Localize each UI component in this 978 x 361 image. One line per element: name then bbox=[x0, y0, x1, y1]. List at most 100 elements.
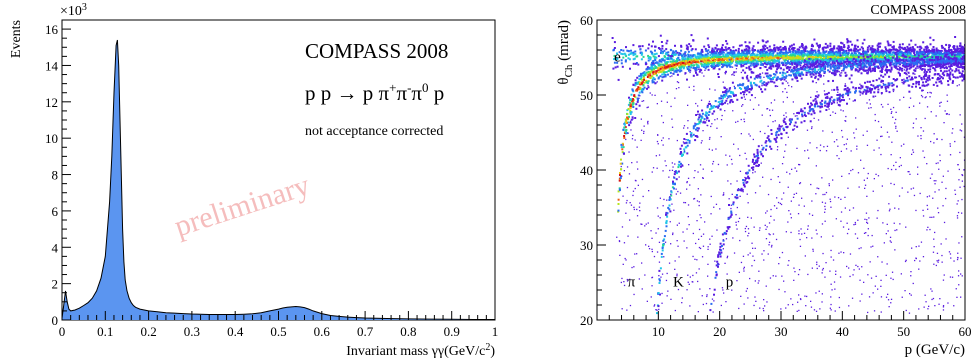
heatmap-cell bbox=[968, 55, 970, 57]
heatmap-cell bbox=[708, 119, 710, 122]
heatmap-cell bbox=[902, 58, 905, 61]
heatmap-cell bbox=[674, 70, 677, 73]
heatmap-cell bbox=[949, 49, 952, 52]
heatmap-cell bbox=[858, 51, 861, 54]
heatmap-cell bbox=[860, 72, 863, 75]
heatmap-cell bbox=[759, 57, 762, 60]
heatmap-cell bbox=[647, 72, 650, 75]
heatmap-cell bbox=[963, 66, 965, 68]
heatmap-cell bbox=[762, 45, 765, 48]
heatmap-cell bbox=[728, 51, 731, 54]
heatmap-cell bbox=[791, 62, 793, 65]
heatmap-cell bbox=[745, 57, 748, 60]
heatmap-cell bbox=[825, 46, 827, 49]
heatmap-cell bbox=[625, 46, 627, 49]
heatmap-cell bbox=[916, 65, 919, 68]
heatmap-cell bbox=[876, 55, 879, 58]
heatmap-cell bbox=[798, 48, 800, 51]
heatmap-cell bbox=[856, 60, 859, 63]
heatmap-cell bbox=[612, 67, 615, 70]
heatmap-cell bbox=[746, 87, 749, 90]
heatmap-cell bbox=[874, 60, 877, 63]
heatmap-cell bbox=[893, 62, 896, 65]
heatmap-cell bbox=[725, 48, 728, 51]
heatmap-cell bbox=[887, 53, 890, 56]
heatmap-cell bbox=[970, 64, 972, 66]
experiment-label: COMPASS 2008 bbox=[305, 39, 448, 63]
heatmap-cell bbox=[968, 66, 970, 68]
heatmap-cell bbox=[890, 57, 893, 59]
heatmap-cell bbox=[684, 51, 687, 54]
heatmap-cell bbox=[757, 75, 760, 78]
heatmap-cell bbox=[845, 51, 848, 54]
heatmap-cell bbox=[871, 67, 874, 70]
heatmap-cell bbox=[735, 55, 738, 58]
heatmap-cell bbox=[925, 58, 928, 61]
heatmap-cell bbox=[953, 60, 956, 63]
heatmap-cell bbox=[801, 46, 804, 49]
heatmap-cell bbox=[866, 46, 869, 49]
heatmap-cell bbox=[701, 64, 704, 67]
heatmap-cell bbox=[625, 119, 628, 122]
heatmap-cell bbox=[743, 62, 746, 65]
heatmap-cell bbox=[970, 70, 972, 72]
heatmap-cell bbox=[957, 57, 960, 60]
heatmap-cell bbox=[967, 63, 969, 65]
heatmap-cell bbox=[947, 57, 950, 60]
heatmap-cell bbox=[960, 57, 963, 60]
heatmap-cell bbox=[655, 74, 658, 77]
heatmap-cell bbox=[884, 50, 887, 53]
heatmap-cell bbox=[903, 72, 906, 74]
heatmap-cell bbox=[774, 49, 777, 52]
heatmap-cell bbox=[803, 107, 806, 110]
heatmap-cell bbox=[867, 54, 870, 57]
heatmap-cell bbox=[755, 84, 758, 87]
heatmap-cell bbox=[725, 70, 727, 73]
heatmap-cell bbox=[922, 53, 925, 56]
heatmap-cell bbox=[645, 62, 648, 65]
heatmap-cell bbox=[733, 54, 736, 57]
heatmap-cell bbox=[643, 72, 646, 75]
heatmap-cell bbox=[672, 50, 675, 53]
heatmap-cell bbox=[703, 64, 706, 67]
heatmap-cell bbox=[914, 56, 917, 59]
heatmap-cell bbox=[805, 53, 808, 56]
heatmap-cell bbox=[916, 63, 919, 66]
heatmap-cell bbox=[699, 57, 702, 60]
heatmap-cell bbox=[963, 55, 965, 58]
heatmap-cell bbox=[809, 63, 812, 66]
heatmap-cell bbox=[808, 52, 811, 55]
heatmap-cell bbox=[854, 62, 857, 65]
heatmap-cell bbox=[909, 59, 912, 62]
heatmap-cell bbox=[954, 76, 957, 79]
heatmap-cell bbox=[696, 135, 699, 138]
heatmap-cell bbox=[818, 52, 821, 55]
heatmap-cell bbox=[839, 74, 842, 77]
heatmap-cell bbox=[915, 61, 917, 64]
heatmap-cell bbox=[850, 64, 853, 66]
heatmap-cell bbox=[832, 72, 835, 75]
heatmap-cell bbox=[699, 52, 702, 55]
heatmap-cell bbox=[613, 61, 616, 64]
heatmap-cell bbox=[692, 54, 695, 57]
heatmap-cell bbox=[792, 43, 795, 46]
heatmap-cell bbox=[809, 73, 812, 76]
heatmap-cell bbox=[647, 67, 650, 70]
heatmap-cell bbox=[652, 67, 655, 70]
heatmap-cell bbox=[660, 60, 663, 63]
heatmap-cell bbox=[880, 71, 883, 73]
heatmap-cell bbox=[881, 61, 884, 64]
heatmap-cell bbox=[686, 144, 689, 147]
heatmap-cell bbox=[842, 46, 845, 49]
heatmap-cell bbox=[936, 63, 938, 66]
heatmap-cell bbox=[753, 53, 756, 56]
heatmap-cell bbox=[779, 77, 782, 80]
heatmap-cell bbox=[974, 56, 976, 58]
heatmap-cell bbox=[792, 57, 795, 60]
heatmap-cell bbox=[756, 62, 759, 65]
heatmap-cell bbox=[696, 66, 699, 69]
heatmap-cell bbox=[875, 53, 877, 55]
heatmap-cell bbox=[711, 112, 714, 115]
heatmap-cell bbox=[816, 58, 819, 60]
heatmap-cell bbox=[655, 56, 658, 59]
